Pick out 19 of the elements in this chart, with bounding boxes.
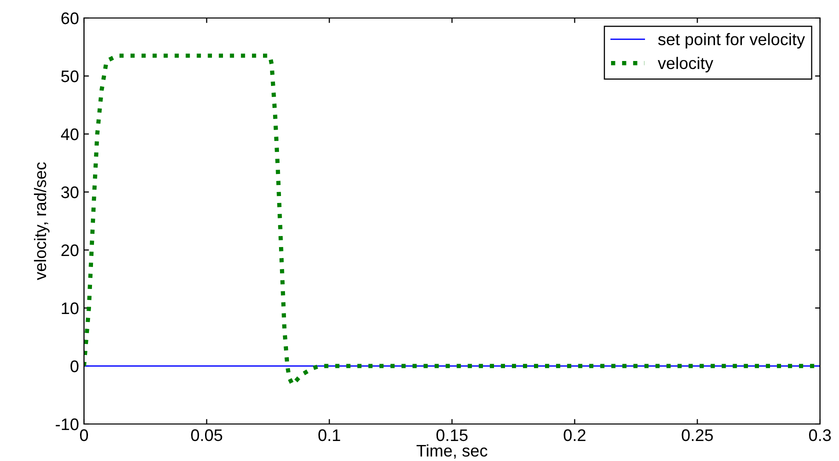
- x-tick-label: 0.1: [318, 429, 340, 442]
- x-tick-label: 0.05: [191, 429, 222, 442]
- y-tick-label: 60: [61, 12, 78, 24]
- x-tick-label: 0.3: [809, 429, 831, 442]
- y-tick-label: 10: [62, 302, 78, 314]
- x-tick-label: 0.2: [564, 429, 586, 442]
- x-tick-label: 0.15: [436, 429, 468, 442]
- x-tick-label: 0: [80, 429, 88, 442]
- y-axis-title: velocity, rad/sec: [34, 162, 50, 280]
- y-tick-label: 30: [61, 186, 78, 198]
- x-axis-title: Time, sec: [416, 444, 488, 459]
- x-tick-label: 0.25: [682, 429, 713, 442]
- y-tick-label: 40: [60, 128, 78, 140]
- legend-label: velocity: [658, 56, 714, 72]
- y-tick-label: -10: [56, 418, 78, 430]
- y-tick-label: 0: [70, 360, 78, 372]
- y-tick-label: 50: [61, 70, 78, 82]
- legend-label: set point for velocity: [658, 33, 805, 49]
- y-tick-label: 20: [61, 244, 78, 256]
